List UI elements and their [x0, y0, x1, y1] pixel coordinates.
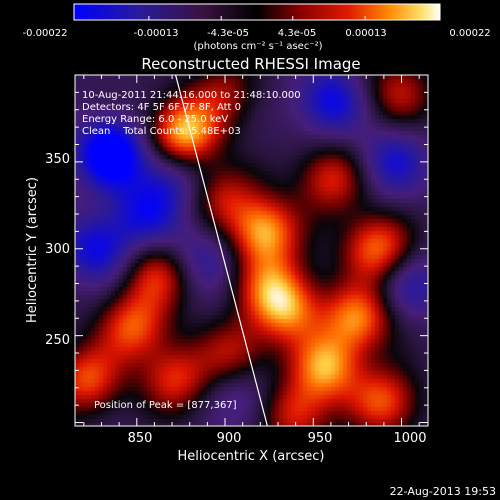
x-tick-label: 900 — [217, 431, 242, 446]
colorbar-tick-label: -4.3e-05 — [207, 28, 249, 39]
x-tick-label: 950 — [308, 431, 333, 446]
x-tick-label: 1000 — [393, 431, 426, 446]
x-tick-label: 850 — [128, 431, 153, 446]
y-axis-label: Heliocentric Y (arcsec) — [25, 177, 40, 323]
colorbar-tick-label: 0.00022 — [449, 28, 490, 39]
annotation-detectors: Detectors: 4F 5F 6F 7F 8F, Att 0 — [82, 102, 241, 113]
footer-timestamp: 22-Aug-2013 19:53 — [390, 485, 496, 498]
solar-limb-line — [175, 75, 268, 426]
x-axis-label: Heliocentric X (arcsec) — [178, 449, 325, 464]
annotation-time-range: 10-Aug-2011 21:44:16.000 to 21:48:10.000 — [82, 90, 301, 101]
axis-ticks — [75, 74, 428, 426]
annotation-energy-range: Energy Range: 6.0 - 25.0 keV — [82, 114, 228, 125]
colorbar-tick-label: -0.00013 — [134, 28, 179, 39]
colorbar — [73, 3, 441, 21]
y-tick-label: 250 — [45, 333, 70, 348]
annotation-peak-position: Position of Peak = [877,367] — [94, 400, 237, 411]
colorbar-unit-label: (photons cm⁻² s⁻¹ asec⁻²) — [193, 41, 322, 52]
chart-title: Reconstructed RHESSI Image — [141, 55, 360, 73]
y-tick-label: 350 — [45, 152, 70, 167]
y-tick-label: 300 — [45, 242, 70, 257]
colorbar-tick-label: 4.3e-05 — [278, 28, 316, 39]
plot-frame — [74, 74, 429, 427]
colorbar-tick-label: 0.00013 — [345, 28, 386, 39]
colorbar-tick-label: -0.00022 — [23, 28, 68, 39]
colorbar-ticks — [73, 16, 441, 20]
annotation-clean-counts: Clean Total Counts: 5.48E+03 — [82, 126, 241, 137]
